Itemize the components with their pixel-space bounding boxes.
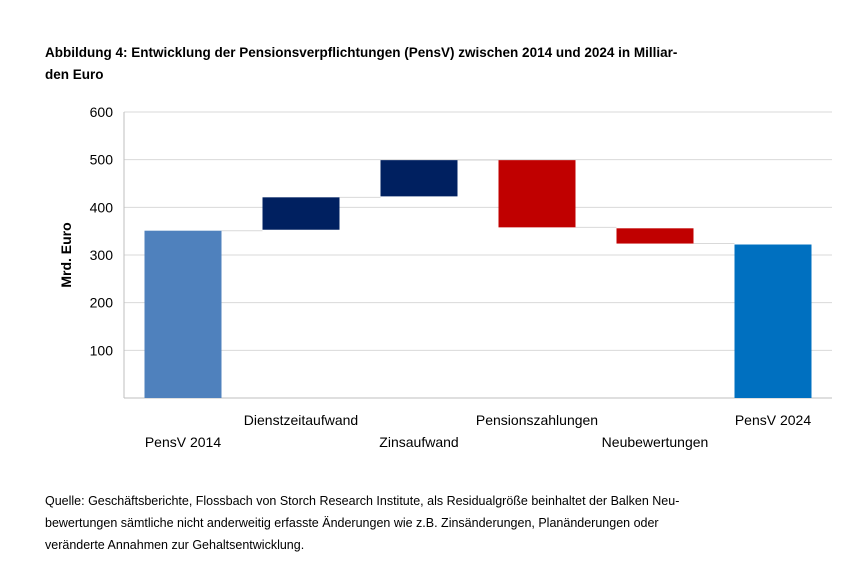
axes [123, 112, 832, 399]
source-line1: Quelle: Geschäftsberichte, Flossbach von… [45, 494, 680, 508]
category-labels: PensV 2014 Dienstzeitaufwand Zinsaufwand Pe… [145, 412, 811, 450]
category-label: Pensionszahlungen [476, 412, 598, 428]
bars [144, 160, 812, 398]
bar [498, 160, 576, 228]
category-label: PensV 2014 [145, 434, 221, 450]
source-note: Quelle: Geschäftsberichte, Flossbach von… [45, 490, 745, 556]
chart-title-line2: den Euro [45, 67, 104, 82]
connectors [221, 159, 735, 245]
chart-title: Abbildung 4: Entwicklung der Pensionsver… [45, 42, 805, 86]
y-tick-label: 100 [90, 342, 114, 358]
source-line3: veränderte Annahmen zur Gehaltsentwicklu… [45, 538, 305, 552]
bar [616, 228, 694, 244]
gridlines [124, 111, 832, 351]
chart-title-line1: Abbildung 4: Entwicklung der Pensionsver… [45, 45, 678, 60]
source-line2: bewertungen sämtliche nicht anderweitig … [45, 516, 659, 530]
bar [734, 244, 812, 398]
category-label: Zinsaufwand [379, 434, 458, 450]
category-label: Neubewertungen [602, 434, 709, 450]
y-tick-label: 500 [90, 152, 114, 168]
bar [144, 230, 222, 398]
bar [380, 160, 458, 197]
bar [262, 197, 340, 230]
y-tick-label: 200 [90, 295, 114, 311]
y-tick-label: 400 [90, 199, 114, 215]
category-label: PensV 2024 [735, 412, 811, 428]
y-tick-label: 600 [90, 104, 114, 120]
y-tick-labels: 100 200 300 400 500 600 [90, 104, 114, 358]
waterfall-chart: 100 200 300 400 500 600 PensV 2014 Dienstzeita… [58, 104, 832, 450]
y-tick-label: 300 [90, 247, 114, 263]
y-axis-label: Mrd. Euro [58, 222, 74, 287]
category-label: Dienstzeitaufwand [244, 412, 358, 428]
